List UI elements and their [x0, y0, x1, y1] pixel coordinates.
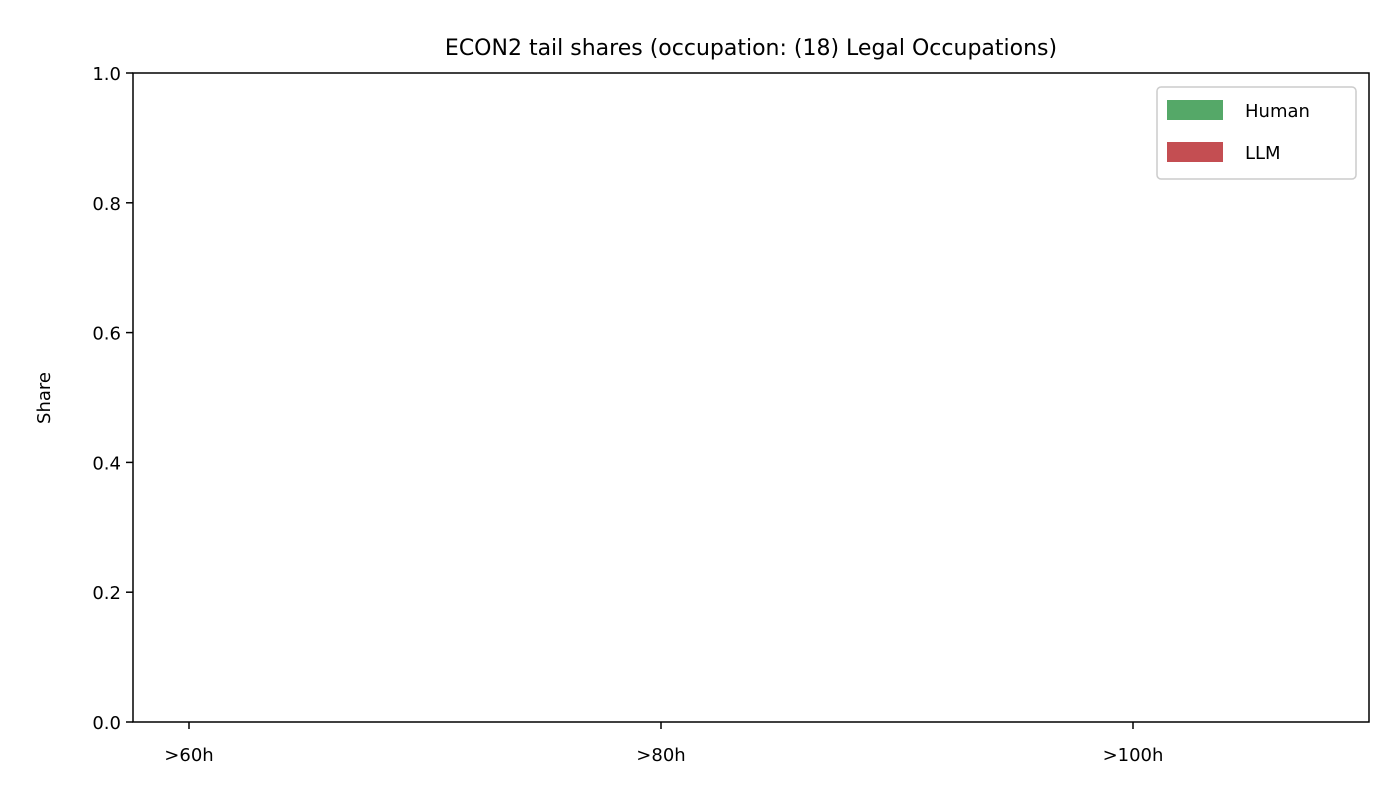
legend: Human LLM — [1156, 86, 1357, 180]
y-tick-label: 0.6 — [92, 324, 121, 345]
y-tick-label: 0.4 — [92, 453, 121, 474]
chart-title: ECON2 tail shares (occupation: (18) Lega… — [445, 36, 1057, 61]
x-axis-ticks: >60h >80h >100h — [164, 722, 1163, 766]
x-tick-label: >60h — [164, 745, 213, 766]
legend-swatch-human — [1167, 100, 1223, 120]
y-tick-label: 0.8 — [92, 194, 121, 215]
plot-area-frame — [132, 72, 1370, 723]
legend-label-llm: LLM — [1245, 143, 1281, 164]
y-axis-ticks: 0.0 0.2 0.4 0.6 0.8 1.0 — [92, 64, 133, 734]
legend-swatch-llm — [1167, 142, 1223, 162]
legend-label-human: Human — [1245, 101, 1310, 122]
y-tick-label: 0.2 — [92, 583, 121, 604]
y-tick-label: 0.0 — [92, 713, 121, 734]
x-tick-label: >100h — [1103, 745, 1164, 766]
y-tick-label: 1.0 — [92, 64, 121, 85]
y-axis-label: Share — [34, 372, 55, 424]
x-tick-label: >80h — [636, 745, 685, 766]
